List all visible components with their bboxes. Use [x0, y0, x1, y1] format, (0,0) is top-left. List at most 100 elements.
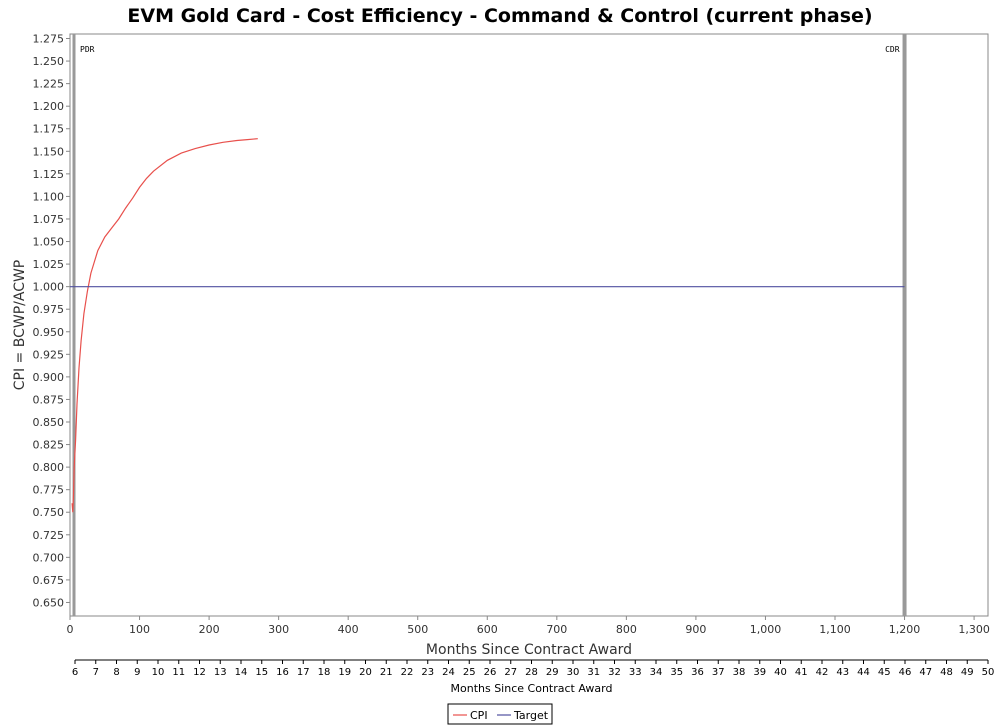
milestone-markers: PDR CDR — [72, 34, 907, 616]
y-tick-label: 0.875 — [33, 393, 65, 406]
secondary-tick-label: 12 — [193, 667, 206, 678]
y-tick-label: 0.850 — [33, 416, 65, 429]
x-tick-label: 400 — [338, 623, 359, 636]
x-tick-label: 500 — [407, 623, 428, 636]
y-tick-label: 0.650 — [33, 596, 65, 609]
secondary-tick-label: 45 — [878, 667, 891, 678]
y-tick-label: 1.175 — [33, 123, 65, 136]
x-tick-label: 300 — [268, 623, 289, 636]
secondary-tick-label: 34 — [650, 667, 663, 678]
legend-label-target: Target — [513, 709, 549, 722]
secondary-tick-label: 17 — [297, 667, 310, 678]
secondary-tick-label: 25 — [463, 667, 476, 678]
y-tick-label: 0.725 — [33, 529, 65, 542]
secondary-tick-label: 13 — [214, 667, 227, 678]
y-tick-label: 0.700 — [33, 551, 65, 564]
secondary-tick-label: 18 — [318, 667, 331, 678]
plot-area — [69, 33, 989, 617]
secondary-tick-label: 23 — [421, 667, 434, 678]
secondary-tick-label: 32 — [608, 667, 621, 678]
x-axis-label: Months Since Contract Award — [426, 642, 632, 658]
secondary-x-axis-label: Months Since Contract Award — [451, 682, 613, 695]
secondary-tick-label: 8 — [113, 667, 119, 678]
y-tick-label: 0.675 — [33, 574, 65, 587]
secondary-tick-label: 10 — [152, 667, 165, 678]
secondary-tick-label: 11 — [172, 667, 185, 678]
x-axis: 0 100 200 300 400 500 600 700 800 900 1,000 1,100 1,… — [67, 616, 990, 636]
y-tick-label: 1.125 — [33, 168, 65, 181]
legend-box — [447, 703, 553, 725]
secondary-tick-label: 39 — [753, 667, 766, 678]
secondary-tick-label: 9 — [134, 667, 140, 678]
secondary-tick-label: 38 — [733, 667, 746, 678]
secondary-x-axis: 6 7 8 9 10 11 12 13 14 15 16 17 18 19 20 21 22 23 24 25 26 27… — [72, 659, 995, 678]
y-tick-label: 0.800 — [33, 461, 65, 474]
secondary-tick-label: 36 — [691, 667, 704, 678]
secondary-tick-label: 16 — [276, 667, 289, 678]
y-tick-label: 0.925 — [33, 348, 65, 361]
legend: CPI Target — [447, 703, 553, 725]
x-tick-label: 900 — [685, 623, 706, 636]
secondary-tick-label: 19 — [338, 667, 351, 678]
secondary-tick-label: 47 — [919, 667, 932, 678]
secondary-tick-label: 28 — [525, 667, 538, 678]
secondary-tick-label: 6 — [72, 667, 78, 678]
y-axis: 0.650 0.675 0.700 0.725 0.750 0.775 0.800 0.825… — [33, 33, 70, 609]
secondary-tick-label: 43 — [836, 667, 849, 678]
secondary-tick-label: 42 — [816, 667, 829, 678]
secondary-tick-label: 49 — [961, 667, 974, 678]
legend-label-cpi: CPI — [470, 709, 488, 722]
secondary-tick-label: 31 — [587, 667, 600, 678]
y-tick-label: 1.025 — [33, 258, 65, 271]
y-tick-label: 0.950 — [33, 326, 65, 339]
secondary-tick-label: 33 — [629, 667, 642, 678]
secondary-tick-label: 50 — [982, 667, 995, 678]
marker-pdr-label: PDR — [80, 45, 95, 54]
x-tick-label: 1,100 — [819, 623, 851, 636]
secondary-tick-label: 30 — [567, 667, 580, 678]
secondary-tick-label: 22 — [401, 667, 414, 678]
x-tick-label: 1,300 — [958, 623, 990, 636]
y-tick-label: 1.000 — [33, 281, 65, 294]
x-tick-label: 200 — [199, 623, 220, 636]
secondary-tick-label: 24 — [442, 667, 455, 678]
y-tick-label: 0.900 — [33, 371, 65, 384]
y-tick-label: 1.150 — [33, 145, 65, 158]
y-tick-label: 1.275 — [33, 33, 65, 46]
x-tick-label: 700 — [546, 623, 567, 636]
y-tick-label: 1.250 — [33, 55, 65, 68]
y-tick-label: 0.825 — [33, 439, 65, 452]
series-cpi-line — [71, 138, 258, 513]
secondary-tick-label: 21 — [380, 667, 393, 678]
y-axis-label: CPI = BCWP/ACWP — [12, 260, 28, 391]
y-tick-label: 1.100 — [33, 190, 65, 203]
chart-title: EVM Gold Card - Cost Efficiency - Comman… — [127, 5, 872, 27]
series-lines — [70, 138, 905, 513]
x-tick-label: 600 — [477, 623, 498, 636]
y-tick-label: 1.225 — [33, 78, 65, 91]
secondary-tick-label: 41 — [795, 667, 808, 678]
secondary-tick-label: 37 — [712, 667, 725, 678]
marker-cdr-label: CDR — [885, 45, 900, 54]
x-tick-label: 1,200 — [889, 623, 921, 636]
y-tick-label: 1.200 — [33, 100, 65, 113]
secondary-tick-label: 48 — [940, 667, 953, 678]
y-tick-label: 0.775 — [33, 484, 65, 497]
y-tick-label: 0.975 — [33, 303, 65, 316]
y-tick-label: 1.075 — [33, 213, 65, 226]
x-tick-label: 0 — [67, 623, 74, 636]
secondary-tick-label: 46 — [899, 667, 912, 678]
secondary-tick-label: 29 — [546, 667, 559, 678]
secondary-tick-label: 14 — [235, 667, 248, 678]
y-tick-label: 1.050 — [33, 236, 65, 249]
secondary-tick-label: 15 — [255, 667, 268, 678]
secondary-tick-label: 20 — [359, 667, 372, 678]
secondary-tick-label: 26 — [484, 667, 497, 678]
x-tick-label: 100 — [129, 623, 150, 636]
x-tick-label: 800 — [616, 623, 637, 636]
secondary-tick-label: 40 — [774, 667, 787, 678]
secondary-tick-label: 35 — [670, 667, 683, 678]
y-tick-label: 0.750 — [33, 506, 65, 519]
secondary-tick-label: 7 — [93, 667, 99, 678]
